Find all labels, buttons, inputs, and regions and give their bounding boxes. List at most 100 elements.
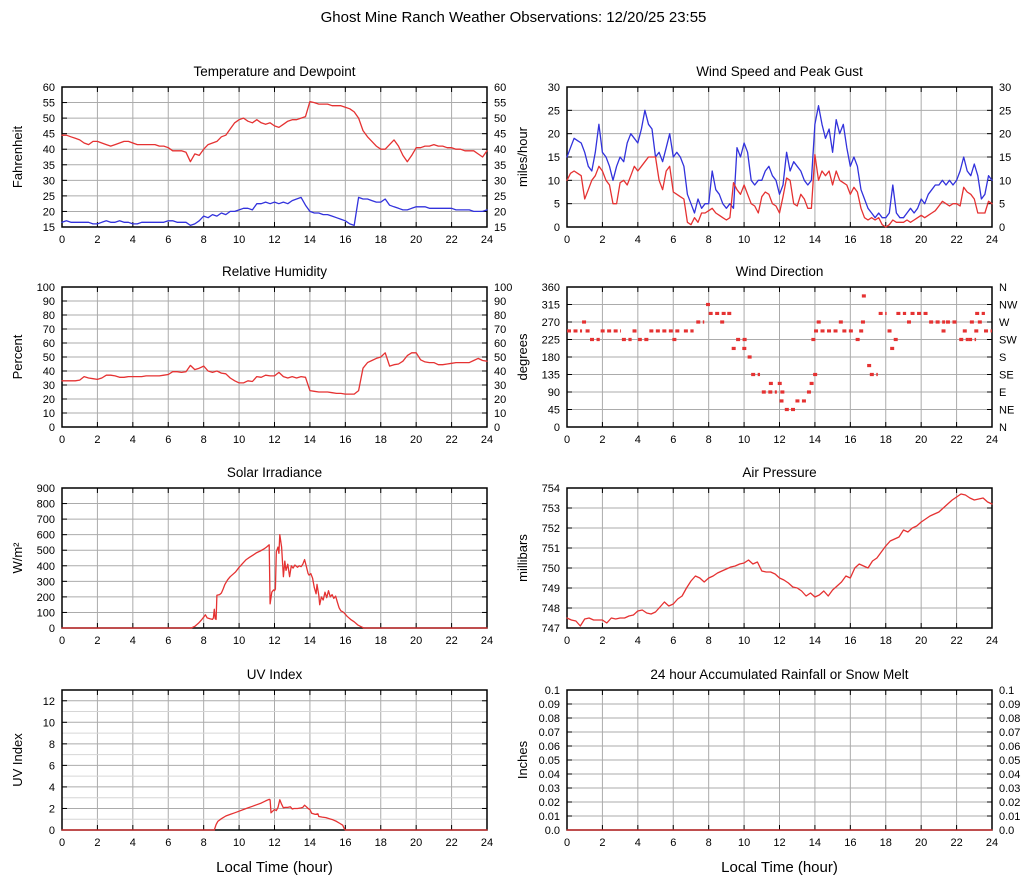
wind-direction-chart: 0 2 4 6 8 10 12 14 16 18 20 22 24 0 N 45 NE 90 E 135 SE 180 S 2…	[514, 255, 1027, 460]
y-tick-label-right: E	[999, 387, 1006, 399]
y-tick-label: 747	[542, 623, 560, 635]
y-tick-label: 20	[43, 206, 55, 218]
y-tick-label: 10	[43, 408, 55, 420]
x-tick-label: 12	[773, 635, 785, 647]
y-tick-label: 12	[43, 696, 55, 708]
x-tick-label: 8	[706, 837, 712, 849]
y-tick-label: 2	[49, 803, 55, 815]
y-tick-label: 55	[43, 98, 55, 110]
x-tick-label: 10	[233, 837, 245, 849]
y-tick-label: 0.08	[539, 713, 560, 725]
x-tick-label: 2	[94, 635, 100, 647]
y-tick-label: 90	[43, 296, 55, 308]
x-tick-label: 18	[375, 434, 387, 446]
y-tick-label: 20	[43, 394, 55, 406]
y-tick-label-right: 20	[494, 206, 506, 218]
y-tick-label: 315	[542, 300, 560, 312]
y-tick-label: 25	[43, 191, 55, 203]
y-tick-label: 360	[542, 282, 560, 294]
x-tick-label: 10	[233, 234, 245, 246]
y-axis-label: Percent	[10, 334, 25, 379]
x-tick-label: 20	[410, 434, 422, 446]
x-tick-label: 12	[268, 837, 280, 849]
x-tick-label: 24	[986, 635, 998, 647]
x-axis-label: Local Time (hour)	[216, 859, 333, 876]
series-wind-direction	[567, 294, 992, 412]
x-tick-label: 12	[268, 635, 280, 647]
x-tick-label: 14	[809, 837, 821, 849]
y-tick-label: 100	[37, 282, 55, 294]
y-tick-label: 500	[37, 545, 55, 557]
y-tick-label: 800	[37, 499, 55, 511]
x-tick-label: 4	[635, 434, 641, 446]
x-tick-label: 22	[950, 635, 962, 647]
x-tick-label: 18	[375, 635, 387, 647]
x-tick-label: 20	[915, 837, 927, 849]
wind-speed-gust-chart: 0 2 4 6 8 10 12 14 16 18 20 22 24 0 0 5 5 10 10 15 15 20 20 25 2…	[514, 55, 1027, 260]
y-tick-label-right: 0.01	[999, 811, 1020, 823]
x-tick-label: 12	[773, 837, 785, 849]
x-tick-label: 14	[304, 434, 316, 446]
y-tick-label: 0.03	[539, 783, 560, 795]
series-uv	[61, 798, 488, 831]
y-tick-label-right: 40	[494, 366, 506, 378]
y-tick-label: 0.02	[539, 797, 560, 809]
x-tick-label: 10	[738, 434, 750, 446]
y-axis-label: degrees	[515, 333, 530, 380]
y-tick-label: 0.04	[539, 769, 560, 781]
chart-title: Relative Humidity	[222, 264, 327, 279]
grid-lines	[62, 690, 487, 830]
y-tick-label: 20	[548, 129, 560, 141]
x-tick-label: 4	[130, 635, 136, 647]
x-tick-label: 2	[599, 434, 605, 446]
temperature-dewpoint-chart: 0 2 4 6 8 10 12 14 16 18 20 22 24 15 15 20 20 25 25 30 30 35 3…	[0, 55, 513, 260]
x-tick-label: 14	[809, 234, 821, 246]
y-tick-label: 15	[548, 152, 560, 164]
x-tick-label: 24	[986, 234, 998, 246]
series-humidity	[61, 352, 488, 395]
y-axis-label: UV Index	[10, 733, 25, 787]
y-tick-label: 70	[43, 324, 55, 336]
x-tick-label: 24	[481, 837, 493, 849]
x-tick-label: 10	[233, 635, 245, 647]
tick-marks	[566, 487, 993, 629]
x-tick-label: 6	[670, 434, 676, 446]
y-tick-label: 30	[43, 380, 55, 392]
x-tick-label: 2	[599, 837, 605, 849]
y-tick-label-right: 0.04	[999, 769, 1020, 781]
chart-title: Air Pressure	[742, 465, 816, 480]
x-tick-label: 2	[94, 837, 100, 849]
y-tick-label-right: 50	[494, 113, 506, 125]
y-tick-label-right: 100	[494, 282, 512, 294]
y-tick-label: 60	[43, 82, 55, 94]
y-tick-label: 270	[542, 317, 560, 329]
x-tick-label: 0	[564, 234, 570, 246]
y-tick-label: 90	[548, 387, 560, 399]
x-tick-label: 24	[481, 434, 493, 446]
x-tick-label: 18	[375, 837, 387, 849]
y-tick-label-right: W	[999, 317, 1010, 329]
chart-title: Temperature and Dewpoint	[193, 64, 355, 79]
x-tick-label: 2	[599, 234, 605, 246]
x-tick-label: 6	[670, 234, 676, 246]
x-tick-label: 4	[635, 837, 641, 849]
y-tick-label-right: 60	[494, 338, 506, 350]
x-tick-label: 16	[339, 635, 351, 647]
y-tick-label: 15	[43, 222, 55, 234]
y-tick-label-right: 0	[999, 222, 1005, 234]
series-temperature	[61, 100, 488, 163]
y-tick-label: 300	[37, 576, 55, 588]
y-tick-label-right: 15	[494, 222, 506, 234]
x-tick-label: 16	[339, 234, 351, 246]
x-tick-label: 4	[130, 234, 136, 246]
y-tick-label-right: N	[999, 422, 1007, 434]
x-tick-label: 2	[599, 635, 605, 647]
y-tick-label: 900	[37, 483, 55, 495]
y-tick-label-right: 45	[494, 129, 506, 141]
x-tick-label: 10	[738, 234, 750, 246]
x-tick-label: 8	[706, 434, 712, 446]
x-tick-label: 20	[915, 635, 927, 647]
x-tick-label: 22	[445, 837, 457, 849]
tick-marks	[61, 286, 488, 428]
